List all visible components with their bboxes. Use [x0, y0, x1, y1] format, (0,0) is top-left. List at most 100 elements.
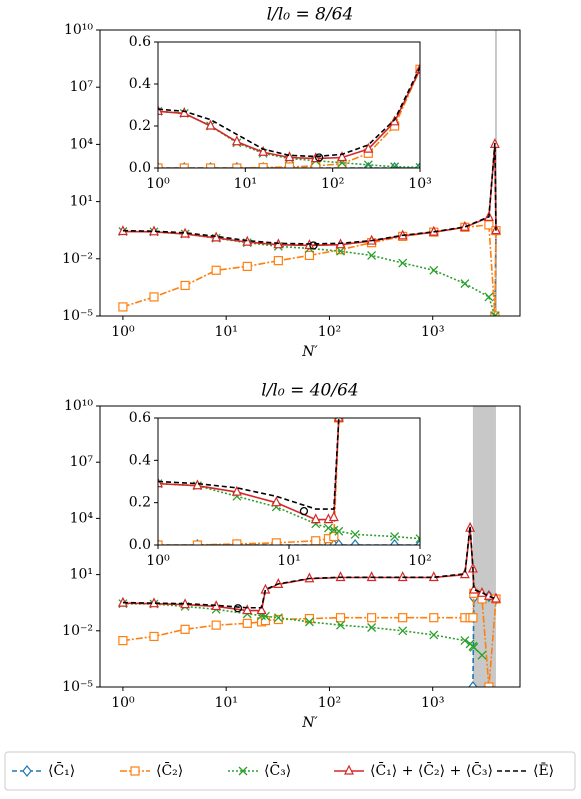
x-tick-label: 10²	[318, 695, 341, 711]
marker	[310, 513, 321, 524]
marker	[180, 280, 190, 291]
marker	[323, 523, 333, 533]
marker	[205, 119, 216, 130]
x-tick-label: 10³	[421, 695, 444, 711]
highlight-point	[233, 604, 243, 613]
y-tick-label: 10¹	[70, 567, 93, 583]
x-tick-label: 10¹	[277, 553, 300, 569]
marker	[231, 135, 242, 146]
x-tick-label: 10¹	[214, 695, 237, 711]
marker	[273, 614, 283, 625]
marker	[232, 539, 242, 545]
marker	[335, 613, 346, 623]
y-tick-label: 10⁴	[70, 136, 94, 152]
x-tick-label: 10²	[408, 553, 431, 569]
marker	[304, 617, 314, 627]
x-axis-label: N′	[301, 344, 318, 360]
y-tick-label: 10¹	[70, 194, 93, 210]
marker	[484, 682, 494, 687]
marker	[149, 631, 159, 642]
marker	[398, 613, 408, 623]
marker	[389, 539, 400, 545]
marker	[22, 765, 32, 777]
marker	[242, 604, 253, 615]
marker	[460, 636, 470, 646]
marker	[232, 163, 242, 168]
marker	[242, 261, 252, 271]
marker	[304, 250, 315, 261]
marker	[271, 538, 281, 545]
marker	[158, 477, 163, 488]
series-line	[122, 602, 483, 656]
marker	[242, 618, 252, 628]
x-tick-label: 10²	[318, 324, 341, 340]
marker	[211, 620, 221, 630]
series-line	[158, 66, 420, 158]
plot	[158, 418, 420, 545]
marker	[350, 539, 360, 545]
x-tick-label: 10²	[321, 176, 344, 192]
marker	[284, 162, 295, 168]
marker	[158, 163, 163, 168]
marker	[344, 764, 354, 775]
marker	[390, 162, 400, 168]
y-tick-label: 0.2	[129, 118, 151, 134]
shaded-region	[472, 406, 496, 687]
marker	[468, 613, 478, 623]
series-line	[158, 418, 340, 510]
legend-box	[4, 751, 576, 791]
highlight-point	[309, 241, 318, 250]
legend-label: ⟨C̄₁⟩ + ⟨C̄₂⟩ + ⟨C̄₃⟩	[370, 761, 493, 779]
series-line	[122, 525, 497, 609]
marker	[118, 302, 128, 312]
marker	[334, 539, 344, 545]
legend-label: ⟨C̄₃⟩	[264, 761, 291, 779]
marker	[415, 534, 420, 544]
marker	[398, 258, 408, 268]
y-tick-label: 0.0	[129, 160, 151, 176]
marker	[429, 265, 439, 275]
marker	[260, 616, 271, 626]
legend-label: ⟨C̄₂⟩	[156, 761, 183, 779]
highlight-point	[314, 153, 324, 162]
marker	[211, 265, 221, 275]
marker	[398, 626, 408, 636]
marker	[367, 623, 377, 632]
marker	[390, 532, 400, 541]
marker	[118, 635, 128, 646]
marker	[158, 104, 163, 115]
marker	[336, 620, 345, 630]
marker	[192, 540, 203, 545]
marker	[468, 681, 478, 687]
chart-title: l/l₀ = 8/64	[267, 5, 354, 25]
marker	[350, 529, 360, 539]
marker	[273, 256, 283, 266]
plot-area	[158, 418, 420, 545]
marker	[415, 539, 420, 545]
y-tick-label: 0.4	[129, 452, 151, 468]
marker	[429, 613, 439, 623]
marker	[311, 536, 321, 545]
x-tick-label: 10³	[408, 176, 431, 192]
marker	[336, 246, 345, 256]
x-tick-label: 10³	[421, 324, 444, 340]
highlight-point	[299, 506, 309, 516]
marker	[363, 142, 374, 153]
marker	[334, 526, 344, 536]
marker	[238, 766, 248, 776]
y-tick-label: 0.0	[129, 537, 151, 553]
y-tick-label: 10⁻⁵	[62, 308, 93, 324]
x-tick-label: 10⁰	[146, 176, 170, 192]
marker	[460, 279, 470, 289]
plot-area	[158, 42, 420, 168]
marker	[328, 511, 339, 522]
x-tick-label: 10¹	[214, 324, 237, 340]
y-tick-label: 10¹⁰	[64, 398, 93, 414]
marker	[477, 650, 487, 660]
y-tick-label: 10⁻²	[62, 251, 93, 267]
axes-frame	[157, 41, 421, 169]
marker	[284, 151, 295, 162]
y-tick-label: 0.6	[129, 410, 151, 426]
y-tick-label: 10⁻⁵	[62, 679, 93, 695]
